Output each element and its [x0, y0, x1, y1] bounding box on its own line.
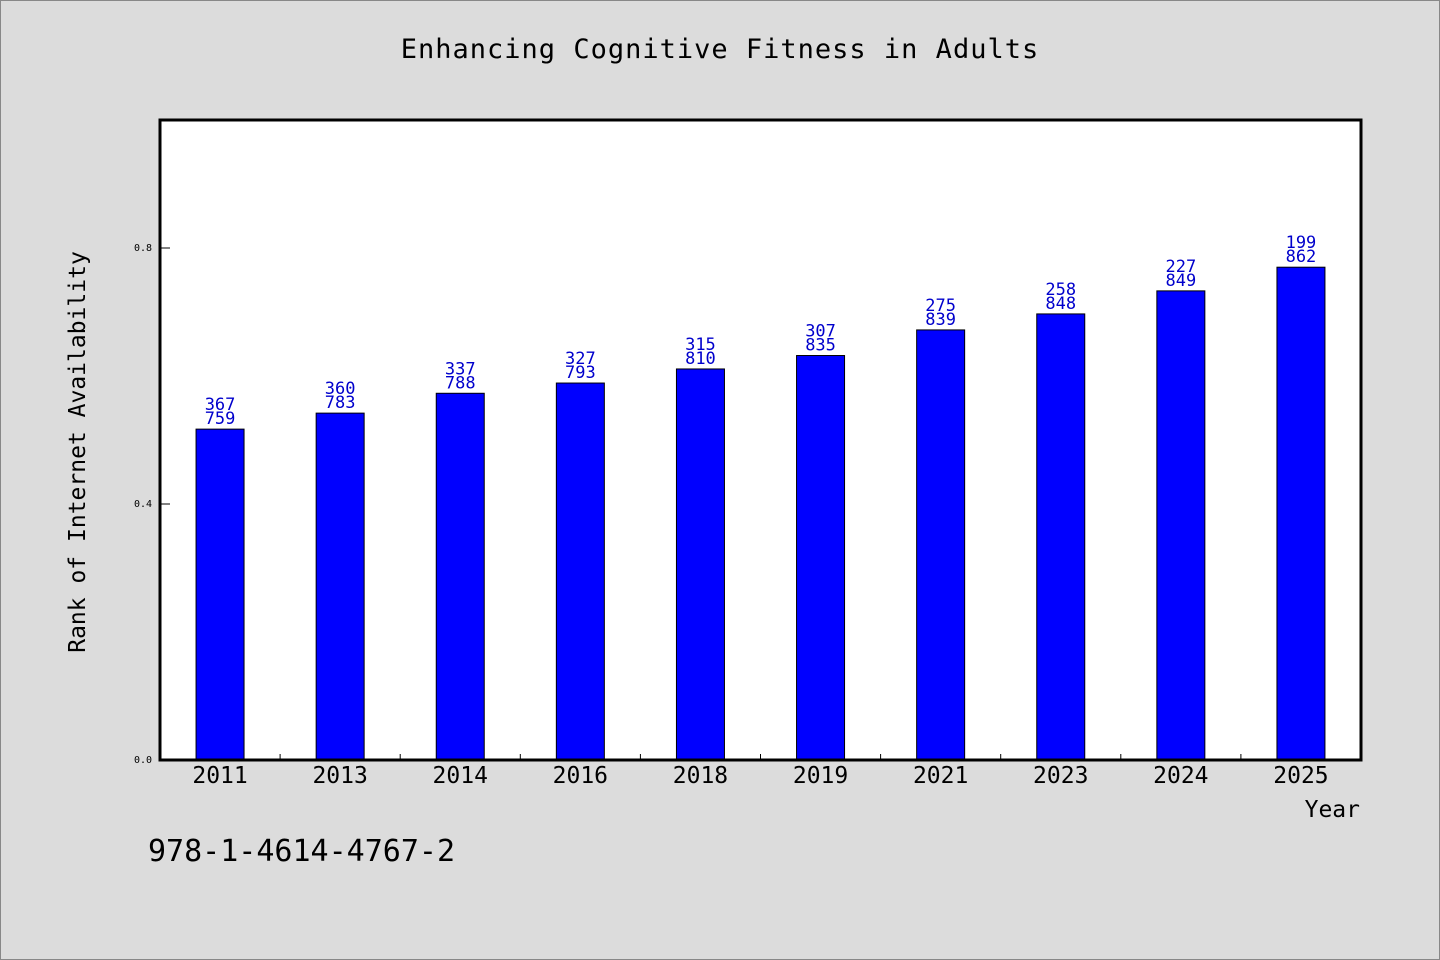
bars-layer	[195, 266, 1326, 761]
data-label-2024-2: 849	[1165, 271, 1196, 291]
x-tick-label-2014: 2014	[433, 763, 488, 789]
bar-2018	[675, 368, 725, 761]
data-label-2014-2: 788	[445, 373, 476, 393]
data-label-2019-1: 307	[805, 322, 836, 342]
x-tick-label-2021: 2021	[913, 763, 968, 789]
x-axis: 2011 2013 2014 2016 2018 2019 2021 2023 2024 2025	[192, 754, 1329, 789]
x-tick-label-2011: 2011	[192, 763, 247, 789]
bar-2013	[315, 412, 365, 761]
data-label-2014-1: 337	[445, 359, 476, 379]
data-label-2018-2: 810	[685, 349, 716, 369]
y-tick-label-0.8: 0.8	[134, 243, 152, 254]
x-tick-label-2024: 2024	[1153, 763, 1208, 789]
x-tick-label-2023: 2023	[1033, 763, 1088, 789]
bar-2011	[195, 428, 245, 761]
data-label-2023-1: 258	[1045, 280, 1076, 300]
data-label-2025-2: 862	[1286, 247, 1317, 267]
data-label-2013-1: 360	[325, 379, 356, 399]
x-tick-label-2013: 2013	[312, 763, 367, 789]
data-label-2013-2: 783	[325, 393, 356, 413]
data-label-2011-2: 759	[205, 409, 236, 429]
y-axis: 0.0 0.4 0.8	[134, 243, 170, 766]
bar-2019	[796, 355, 846, 761]
bar-2025	[1276, 266, 1326, 761]
data-label-2025-1: 199	[1286, 233, 1317, 253]
bar-2014	[435, 392, 485, 761]
x-tick-label-2016: 2016	[553, 763, 608, 789]
data-label-2018-1: 315	[685, 335, 716, 355]
x-tick-label-2018: 2018	[673, 763, 728, 789]
footer-identifier: 978-1-4614-4767-2	[148, 834, 456, 869]
y-axis-label: Rank of Internet Availability	[65, 251, 91, 653]
data-label-2019-2: 835	[805, 336, 836, 356]
x-tick-label-2025: 2025	[1273, 763, 1328, 789]
data-label-2023-2: 848	[1045, 294, 1076, 314]
x-axis-label: Year	[1305, 797, 1360, 823]
y-tick-label-0.0: 0.0	[134, 755, 152, 766]
bar-2023	[1036, 313, 1086, 761]
data-label-2011-1: 367	[205, 395, 236, 415]
data-label-2016-1: 327	[565, 349, 596, 369]
data-labels-layer: 3677593607833377883277933158103078352758…	[205, 233, 1317, 429]
bar-2021	[916, 329, 966, 761]
data-label-2024-1: 227	[1165, 257, 1196, 277]
y-tick-label-0.4: 0.4	[134, 499, 152, 510]
x-tick-label-2019: 2019	[793, 763, 848, 789]
chart-title: Enhancing Cognitive Fitness in Adults	[400, 34, 1040, 65]
data-label-2016-2: 793	[565, 363, 596, 383]
bar-2024	[1156, 290, 1206, 761]
data-label-2021-1: 275	[925, 296, 956, 316]
data-label-2021-2: 839	[925, 310, 956, 330]
bar-2016	[555, 382, 605, 761]
